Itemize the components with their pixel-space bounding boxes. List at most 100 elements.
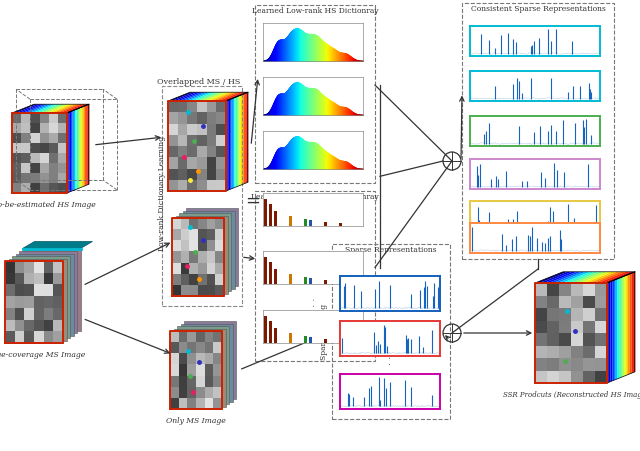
Bar: [170, 376, 179, 387]
Polygon shape: [182, 92, 208, 101]
Polygon shape: [71, 111, 72, 191]
Bar: [24, 261, 34, 273]
Bar: [213, 376, 222, 387]
Bar: [216, 112, 226, 124]
Bar: [595, 371, 607, 383]
Bar: [34, 261, 44, 273]
Bar: [189, 274, 198, 285]
Bar: [30, 123, 40, 133]
Bar: [205, 331, 213, 342]
Polygon shape: [40, 104, 65, 113]
Bar: [207, 157, 216, 169]
Polygon shape: [211, 92, 237, 101]
Polygon shape: [182, 211, 234, 289]
Bar: [40, 113, 49, 123]
Bar: [188, 101, 197, 112]
Polygon shape: [36, 104, 61, 113]
Polygon shape: [228, 99, 230, 190]
Bar: [535, 371, 547, 383]
Bar: [213, 331, 222, 342]
Bar: [178, 135, 188, 146]
Bar: [12, 123, 21, 133]
Polygon shape: [177, 326, 229, 404]
Bar: [216, 124, 226, 135]
Bar: [170, 342, 179, 353]
Bar: [583, 333, 595, 345]
Bar: [559, 371, 571, 383]
Bar: [559, 345, 571, 358]
Polygon shape: [22, 249, 81, 331]
Bar: [188, 331, 196, 342]
Polygon shape: [612, 280, 614, 381]
Polygon shape: [584, 272, 617, 283]
Bar: [547, 345, 559, 358]
Bar: [207, 218, 215, 229]
Bar: [198, 274, 207, 285]
Polygon shape: [593, 272, 626, 283]
Bar: [180, 274, 189, 285]
Bar: [53, 261, 63, 273]
Bar: [12, 173, 21, 183]
Polygon shape: [88, 104, 89, 185]
Polygon shape: [82, 106, 83, 187]
Polygon shape: [609, 281, 611, 382]
Bar: [49, 173, 58, 183]
Bar: [168, 124, 178, 135]
Bar: [583, 321, 595, 333]
Bar: [207, 146, 216, 157]
Bar: [58, 113, 67, 123]
Polygon shape: [215, 92, 241, 101]
Bar: [559, 358, 571, 371]
Bar: [53, 331, 63, 343]
Bar: [179, 376, 188, 387]
Bar: [188, 169, 197, 180]
Polygon shape: [170, 331, 222, 409]
Bar: [44, 285, 53, 296]
Bar: [571, 333, 583, 345]
Polygon shape: [234, 97, 236, 188]
Bar: [170, 364, 179, 376]
Polygon shape: [179, 92, 205, 101]
Polygon shape: [168, 92, 194, 101]
Polygon shape: [12, 256, 70, 338]
Polygon shape: [557, 272, 590, 283]
Bar: [49, 113, 58, 123]
Polygon shape: [78, 108, 79, 189]
Bar: [547, 295, 559, 308]
Bar: [34, 320, 44, 331]
Bar: [15, 331, 24, 343]
Bar: [547, 321, 559, 333]
Bar: [168, 135, 178, 146]
Bar: [571, 295, 583, 308]
Bar: [255, 5, 375, 183]
Polygon shape: [544, 272, 577, 283]
Bar: [49, 163, 58, 173]
Bar: [179, 364, 188, 376]
Bar: [196, 364, 205, 376]
Polygon shape: [237, 96, 238, 187]
Bar: [180, 251, 189, 262]
Polygon shape: [633, 272, 635, 373]
Bar: [49, 153, 58, 163]
Bar: [216, 180, 226, 191]
Bar: [207, 124, 216, 135]
Polygon shape: [81, 107, 82, 188]
Polygon shape: [614, 280, 616, 380]
Polygon shape: [19, 104, 44, 113]
Bar: [583, 295, 595, 308]
Polygon shape: [602, 272, 635, 283]
Bar: [197, 135, 207, 146]
Bar: [583, 371, 595, 383]
Bar: [178, 101, 188, 112]
Bar: [30, 113, 40, 123]
Polygon shape: [72, 110, 74, 191]
Polygon shape: [548, 272, 581, 283]
Bar: [21, 123, 30, 133]
Bar: [172, 218, 180, 229]
Bar: [559, 321, 571, 333]
Polygon shape: [79, 107, 81, 188]
Polygon shape: [186, 92, 212, 101]
Bar: [49, 133, 58, 143]
Bar: [255, 191, 375, 361]
Bar: [198, 285, 207, 296]
